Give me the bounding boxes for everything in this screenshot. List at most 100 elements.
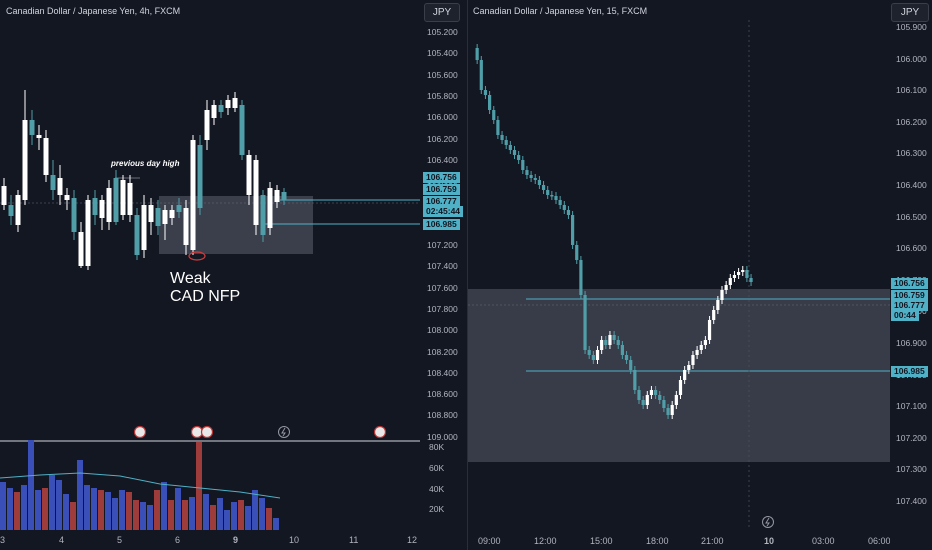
left-event-icon-1 bbox=[133, 425, 147, 439]
left-candle-body-28 bbox=[197, 145, 203, 208]
left-volume-bar-11 bbox=[77, 460, 83, 530]
left-volume-bar-12 bbox=[84, 485, 90, 530]
right-candle-body-66 bbox=[745, 270, 749, 278]
right-candle-body-54 bbox=[695, 350, 699, 355]
left-time-label-3: 6 bbox=[175, 535, 181, 545]
right-candle-body-2 bbox=[479, 60, 483, 90]
left-volume-label-1: 60K bbox=[429, 462, 445, 473]
right-candle-body-55 bbox=[699, 345, 703, 350]
right-candle-body-11 bbox=[517, 155, 521, 160]
left-volume-bar-3 bbox=[21, 485, 27, 530]
right-candle-body-32 bbox=[604, 340, 608, 345]
left-zone-box bbox=[159, 196, 313, 254]
right-candle-body-17 bbox=[541, 185, 546, 190]
left-lightning-icon bbox=[281, 427, 286, 437]
left-volume-ma bbox=[0, 472, 281, 499]
left-candle-body-26 bbox=[183, 208, 189, 245]
right-price-label-1: 106.000 bbox=[896, 53, 927, 64]
right-chart-canvas[interactable] bbox=[468, 0, 890, 550]
left-candle-body-38 bbox=[267, 188, 273, 228]
left-volume-bar-29 bbox=[203, 494, 209, 530]
right-candle-body-44 bbox=[654, 390, 658, 395]
left-price-axis[interactable]: JPY 105.200 105.400 105.600 105.800 106.000 1… bbox=[421, 0, 467, 550]
right-price-label-14: 107.300 bbox=[896, 464, 927, 475]
left-price-label-5: 106.200 bbox=[427, 133, 458, 144]
left-currency-button[interactable]: JPY bbox=[424, 3, 460, 22]
left-event-icon-5 bbox=[373, 425, 387, 439]
right-price-label-2: 106.100 bbox=[896, 85, 927, 96]
left-candle-body-24 bbox=[169, 210, 175, 218]
right-price-axis[interactable]: JPY 105.900 106.000 106.100 106.200 106.300 1… bbox=[890, 0, 932, 550]
left-countdown-tag: 02:45:44 bbox=[423, 206, 464, 217]
right-price-label-6: 106.500 bbox=[896, 211, 927, 222]
left-volume-bar-35 bbox=[245, 506, 251, 530]
right-price-label-13: 107.200 bbox=[896, 432, 927, 443]
left-price-label-1: 105.400 bbox=[427, 48, 458, 59]
left-price-tag-b: 106.759 bbox=[423, 184, 460, 195]
right-candle-body-21 bbox=[558, 200, 562, 205]
right-candle-body-36 bbox=[620, 345, 624, 355]
left-volume-bar-17 bbox=[119, 490, 125, 530]
right-time-label-2: 15:00 bbox=[590, 536, 613, 546]
right-candle-body-42 bbox=[645, 395, 649, 405]
right-time-label-7: 06:00 bbox=[868, 536, 890, 546]
left-price-label-4: 106.000 bbox=[427, 112, 458, 123]
right-candle-body-28 bbox=[587, 350, 591, 355]
left-time-label-1: 4 bbox=[59, 535, 65, 545]
right-candle-body-48 bbox=[670, 405, 674, 415]
left-time-label-4: 9 bbox=[233, 535, 239, 545]
right-candle-body-63 bbox=[732, 275, 737, 278]
right-candle-body-5 bbox=[492, 110, 496, 120]
left-price-label-3: 105.800 bbox=[427, 90, 458, 101]
left-price-label-18: 108.800 bbox=[427, 410, 458, 421]
left-volume-bar-21 bbox=[147, 505, 153, 530]
left-candle-body-40 bbox=[281, 192, 287, 200]
left-candle-body-23 bbox=[162, 210, 168, 224]
right-candle-body-7 bbox=[500, 135, 504, 140]
left-volume-bar-30 bbox=[210, 505, 216, 530]
left-chart-panel[interactable]: Canadian Dollar / Japanese Yen, 4h, FXCM… bbox=[0, 0, 420, 550]
right-candle-body-40 bbox=[637, 390, 641, 400]
left-volume-bar-33 bbox=[231, 502, 237, 530]
right-price-label-7: 106.600 bbox=[896, 243, 927, 254]
right-candle-body-46 bbox=[662, 400, 666, 408]
left-volume-bar-8 bbox=[56, 480, 62, 530]
left-volume-bar-37 bbox=[259, 498, 265, 530]
right-candle-body-23 bbox=[566, 210, 571, 215]
right-chart-panel[interactable]: Canadian Dollar / Japanese Yen, 15, FXCM… bbox=[468, 0, 890, 550]
left-candle-body-27 bbox=[190, 140, 196, 250]
right-price-label-3: 106.200 bbox=[896, 116, 927, 127]
left-price-label-11: 107.400 bbox=[427, 261, 458, 272]
left-price-label-16: 108.400 bbox=[427, 367, 458, 378]
right-candle-body-31 bbox=[600, 340, 604, 350]
left-chart-canvas[interactable] bbox=[0, 0, 420, 550]
right-candle-body-18 bbox=[546, 190, 550, 195]
right-currency-button[interactable]: JPY bbox=[891, 3, 929, 22]
right-price-label-10: 106.900 bbox=[896, 338, 927, 348]
left-volume-bar-36 bbox=[252, 490, 258, 530]
left-price-label-12: 107.600 bbox=[427, 282, 458, 293]
right-candle-body-3 bbox=[483, 90, 488, 95]
left-candle-body-17 bbox=[120, 180, 126, 215]
right-event-icon bbox=[762, 516, 774, 528]
right-candle-body-35 bbox=[616, 340, 620, 345]
right-candle-body-34 bbox=[612, 335, 616, 340]
panel-divider[interactable] bbox=[467, 0, 468, 550]
left-candle-body-30 bbox=[211, 105, 217, 118]
left-candle-body-15 bbox=[106, 188, 112, 222]
left-volume-bar-14 bbox=[98, 490, 104, 530]
right-candle-body-67 bbox=[749, 278, 753, 282]
left-candle-body-33 bbox=[232, 98, 238, 108]
left-price-tag-a: 106.756 bbox=[423, 172, 460, 183]
right-candle-body-43 bbox=[649, 390, 654, 395]
left-price-label-14: 108.000 bbox=[427, 325, 458, 336]
right-candle-body-61 bbox=[724, 285, 728, 290]
left-volume-bar-1 bbox=[7, 488, 13, 530]
left-candle-body-1 bbox=[8, 205, 14, 216]
right-time-label-5: 10 bbox=[764, 536, 775, 546]
left-candle-body-16 bbox=[113, 178, 119, 222]
left-volume-bar-13 bbox=[91, 488, 97, 530]
right-candle-body-20 bbox=[554, 196, 558, 200]
left-candle-body-5 bbox=[36, 135, 42, 138]
right-candle-body-64 bbox=[737, 272, 741, 275]
